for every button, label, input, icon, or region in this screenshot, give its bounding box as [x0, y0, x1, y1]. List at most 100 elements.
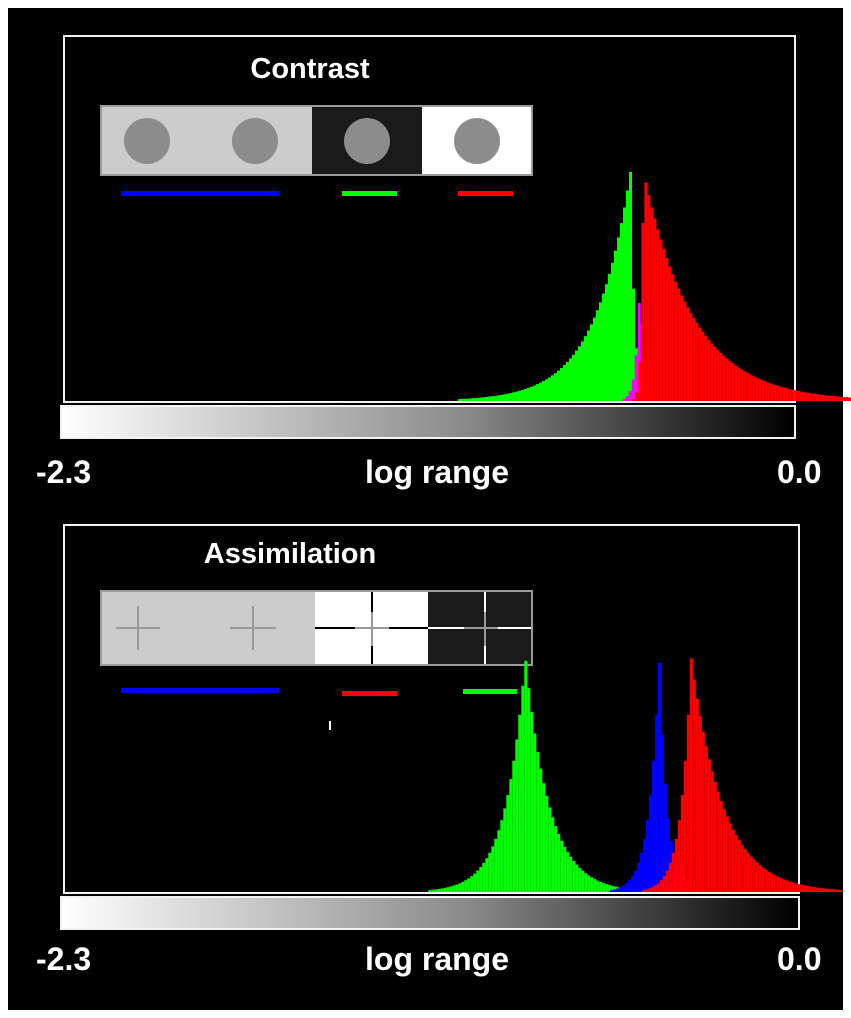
assimilation-stimulus — [100, 590, 533, 666]
histogram-bar-green — [446, 887, 450, 892]
histogram-bar-green — [605, 284, 608, 401]
legend-line-blue — [121, 191, 279, 196]
histogram-bar-red — [791, 389, 795, 401]
histogram-bar-red — [842, 397, 846, 401]
histogram-bar-red — [737, 840, 741, 892]
histogram-bar-red — [785, 388, 789, 401]
histogram-bar-red — [740, 369, 744, 401]
histogram-bar-red — [716, 349, 720, 401]
histogram-bar-green — [479, 397, 482, 401]
histogram-bar-magenta — [625, 396, 629, 401]
histogram-bar-red — [758, 865, 762, 892]
histogram-bar-blue — [634, 870, 637, 892]
histogram-bar-green — [500, 820, 504, 892]
histogram-bar-red — [773, 384, 777, 401]
histogram-bar-red — [668, 266, 672, 401]
gray-disk — [232, 117, 278, 164]
histogram-bar-red — [755, 862, 759, 892]
histogram-bar-green — [575, 864, 579, 892]
histogram-bar-red — [779, 878, 783, 892]
histogram-bar-red — [749, 374, 753, 401]
histogram-bar-green — [557, 833, 561, 892]
cross-icon — [315, 592, 428, 664]
histogram-bar-red — [767, 871, 771, 892]
histogram-bar-red — [665, 870, 669, 892]
histogram-bar-green — [521, 389, 524, 401]
histogram-bar-green — [578, 346, 581, 401]
histogram-bar-green — [548, 377, 551, 401]
histogram-bar-red — [686, 307, 690, 401]
histogram-bar-red — [845, 397, 849, 401]
histogram-bar-green — [629, 172, 632, 401]
histogram-bar-green — [455, 884, 459, 892]
histogram-bar-blue — [610, 890, 613, 892]
histogram-bar-red — [806, 392, 810, 401]
histogram-bar-red — [722, 809, 726, 892]
histogram-bar-red — [647, 195, 651, 401]
histogram-bar-green — [566, 852, 570, 892]
histogram-bar-green — [461, 398, 464, 401]
histogram-bar-green — [608, 273, 611, 401]
histogram-bar-green — [485, 397, 488, 401]
histogram-bar-red — [818, 394, 822, 401]
histogram-bar-blue — [664, 784, 667, 892]
histogram-bar-red — [653, 885, 657, 892]
histogram-bar-green — [530, 386, 533, 401]
assimilation-white-segment — [315, 592, 428, 664]
histogram-bar-red — [758, 379, 762, 401]
histogram-bar-green — [596, 310, 599, 401]
histogram-bar-red — [788, 389, 792, 401]
legend-line-red — [458, 191, 513, 196]
histogram-bar-red — [677, 820, 681, 892]
histogram-bar-green — [581, 341, 584, 401]
histogram-bar-red — [656, 883, 660, 892]
histogram-bar-green — [533, 733, 537, 892]
gray-disk — [344, 117, 390, 164]
histogram-bar-red — [833, 889, 837, 892]
histogram-bar-red — [761, 380, 765, 401]
contrast-plot-frame — [63, 35, 796, 403]
histogram-bar-red — [665, 257, 669, 401]
histogram-bar-red — [839, 889, 843, 892]
histogram-bar-red — [803, 885, 807, 892]
histogram-bar-green — [434, 889, 438, 892]
histogram-bar-red — [719, 800, 723, 892]
histogram-bar-red — [680, 794, 684, 892]
histogram-bar-blue — [625, 883, 628, 892]
histogram-bar-red — [692, 679, 696, 892]
histogram-bar-red — [737, 367, 741, 401]
histogram-bar-red — [635, 392, 639, 401]
gray-disk — [124, 117, 170, 164]
histogram-bar-green — [497, 830, 501, 892]
histogram-bar-blue — [667, 817, 670, 892]
histogram-bar-red — [644, 182, 648, 401]
histogram-bar-green — [515, 391, 518, 401]
histogram-bar-green — [560, 367, 563, 401]
histogram-bar-red — [641, 890, 645, 892]
histogram-bar-red — [713, 782, 717, 892]
cross-icon — [428, 592, 531, 664]
histogram-bar-red — [650, 887, 654, 892]
histogram-bar-red — [836, 889, 840, 892]
histogram-bar-green — [452, 885, 456, 892]
assimilation-axis-max: 0.0 — [777, 941, 822, 977]
histogram-bar-green — [512, 392, 515, 401]
histogram-bar-green — [539, 382, 542, 401]
histogram-bar-red — [656, 229, 660, 401]
histogram-bar-red — [728, 360, 732, 401]
histogram-bar-green — [506, 393, 509, 401]
histogram-bar-red — [776, 385, 780, 401]
histogram-bar-green — [590, 324, 593, 401]
histogram-bar-red — [812, 887, 816, 892]
histogram-bar-green — [518, 714, 522, 892]
histogram-bar-green — [542, 783, 546, 892]
histogram-bar-green — [512, 760, 516, 892]
histogram-bar-green — [560, 840, 564, 892]
histogram-bar-red — [683, 301, 687, 401]
histogram-bar-green — [494, 395, 497, 401]
histogram-bar-red — [662, 248, 666, 401]
histogram-bar-green — [536, 384, 539, 401]
histogram-bar-red — [770, 873, 774, 892]
histogram-bar-red — [698, 327, 702, 401]
histogram-bar-green — [605, 884, 609, 892]
